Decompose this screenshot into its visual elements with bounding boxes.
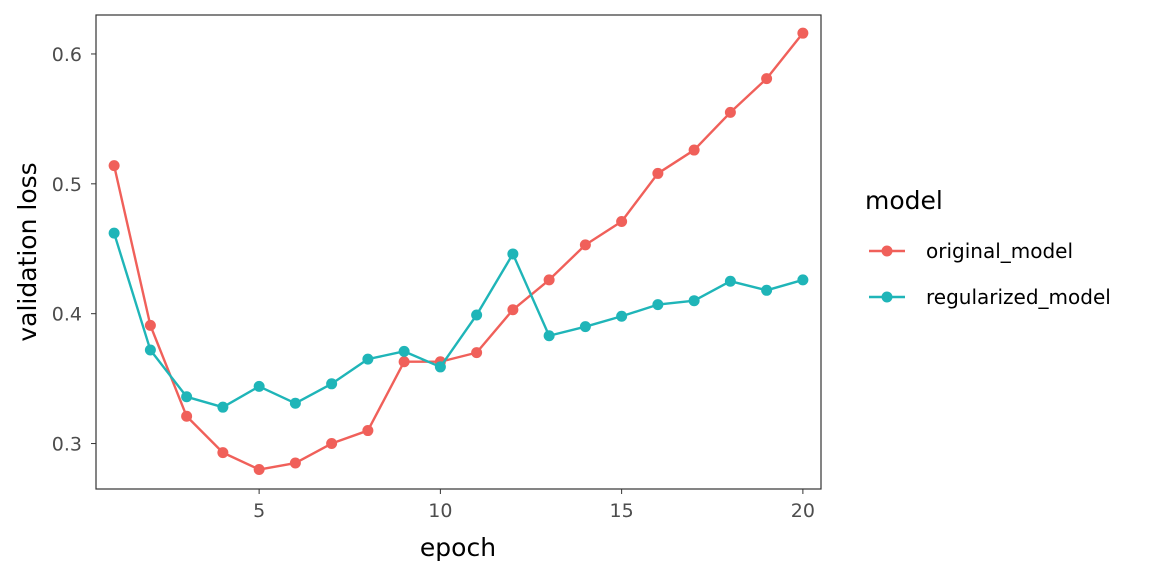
data-point — [507, 304, 519, 316]
legend-title: model — [865, 186, 943, 215]
legend-item: original_model — [869, 239, 1073, 263]
data-point — [579, 239, 591, 251]
data-point — [761, 73, 773, 85]
legend-items: original_model regularized_model — [869, 239, 1111, 309]
data-point — [398, 345, 410, 357]
data-point — [362, 353, 374, 365]
data-point — [253, 464, 265, 476]
y-tick-label: 0.5 — [52, 174, 82, 196]
data-point — [471, 347, 483, 359]
data-point — [724, 275, 736, 287]
data-point — [326, 378, 338, 390]
data-point — [543, 274, 555, 286]
data-point — [108, 160, 120, 172]
data-point — [761, 284, 773, 296]
y-tick-label: 0.6 — [52, 44, 82, 66]
series-line — [112, 32, 804, 471]
data-point — [253, 380, 265, 392]
data-point — [507, 248, 519, 260]
data-point — [289, 397, 301, 409]
data-point — [108, 227, 120, 239]
data-point — [181, 410, 193, 422]
legend-label: original_model — [926, 239, 1073, 263]
x-tick-label: 20 — [791, 500, 815, 522]
data-point — [797, 27, 809, 39]
data-point — [144, 319, 156, 331]
data-point — [434, 361, 446, 373]
series-regularized-model — [108, 227, 809, 413]
data-point — [688, 295, 700, 307]
data-point — [579, 321, 591, 333]
y-axis: 0.3 0.4 0.5 0.6 — [52, 44, 96, 456]
data-point — [217, 447, 229, 459]
y-tick-label: 0.4 — [52, 304, 82, 326]
legend-item: regularized_model — [869, 285, 1111, 309]
data-point — [616, 215, 628, 227]
data-point — [326, 438, 338, 450]
y-tick-label: 0.3 — [52, 434, 82, 456]
x-axis: 5 10 15 20 — [253, 489, 815, 522]
data-point — [652, 167, 664, 179]
data-point — [652, 299, 664, 311]
x-tick-label: 5 — [253, 500, 265, 522]
plot-panel — [95, 14, 822, 490]
data-point — [797, 274, 809, 286]
data-point — [471, 309, 483, 321]
legend-label: regularized_model — [926, 285, 1111, 309]
data-point — [616, 310, 628, 322]
legend: model original_model regularized_model — [865, 186, 1111, 309]
series-original-model — [108, 27, 809, 476]
data-point — [724, 106, 736, 118]
legend-key-point — [881, 245, 893, 257]
x-tick-label: 10 — [428, 500, 452, 522]
series-layer — [108, 27, 809, 476]
data-point — [217, 401, 229, 413]
legend-key-point — [881, 291, 893, 303]
x-tick-label: 15 — [610, 500, 634, 522]
data-point — [181, 391, 193, 403]
data-point — [688, 144, 700, 156]
series-line — [112, 232, 804, 409]
x-axis-title: epoch — [420, 533, 496, 562]
data-point — [289, 457, 301, 469]
data-point — [543, 330, 555, 342]
y-axis-title: validation loss — [13, 162, 42, 341]
data-point — [144, 344, 156, 356]
data-point — [398, 356, 410, 368]
data-point — [362, 425, 374, 437]
